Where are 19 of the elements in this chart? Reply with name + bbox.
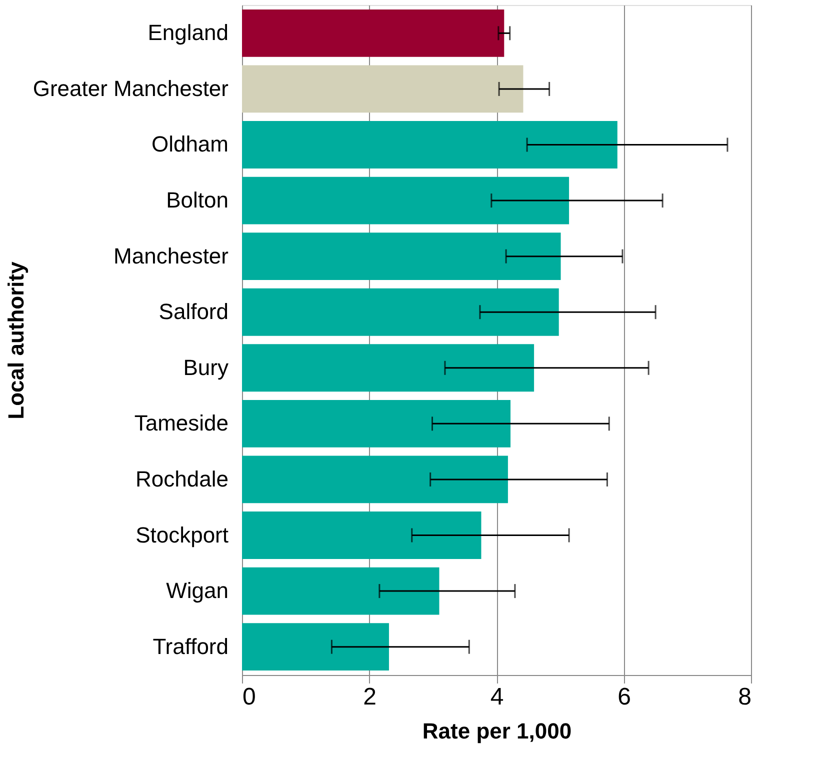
x-tick-label: 4 bbox=[490, 684, 504, 710]
y-tick-label: Salford bbox=[158, 299, 228, 324]
y-tick-label: Trafford bbox=[152, 634, 228, 659]
y-tick-label: Greater Manchester bbox=[32, 76, 228, 101]
y-tick-label: Manchester bbox=[114, 243, 228, 268]
y-tick-label: Bolton bbox=[166, 188, 228, 213]
y-tick-label: Bury bbox=[183, 354, 228, 380]
x-tick-label: 2 bbox=[363, 684, 376, 710]
y-axis-title: Local authority bbox=[4, 260, 28, 420]
x-tick-label: 0 bbox=[242, 684, 256, 710]
y-tick-label: Rochdale bbox=[136, 466, 228, 492]
x-axis-title: Rate per 1,000 bbox=[422, 718, 572, 744]
y-tick-label: Oldham bbox=[151, 132, 228, 157]
y-tick-label: Stockport bbox=[136, 522, 228, 548]
y-tick-label: Tameside bbox=[134, 410, 228, 436]
x-tick-label: 8 bbox=[738, 684, 752, 710]
y-tick-label: Wigan bbox=[166, 578, 228, 604]
x-tick-label: 6 bbox=[618, 684, 631, 710]
y-tick-label: England bbox=[148, 20, 228, 46]
